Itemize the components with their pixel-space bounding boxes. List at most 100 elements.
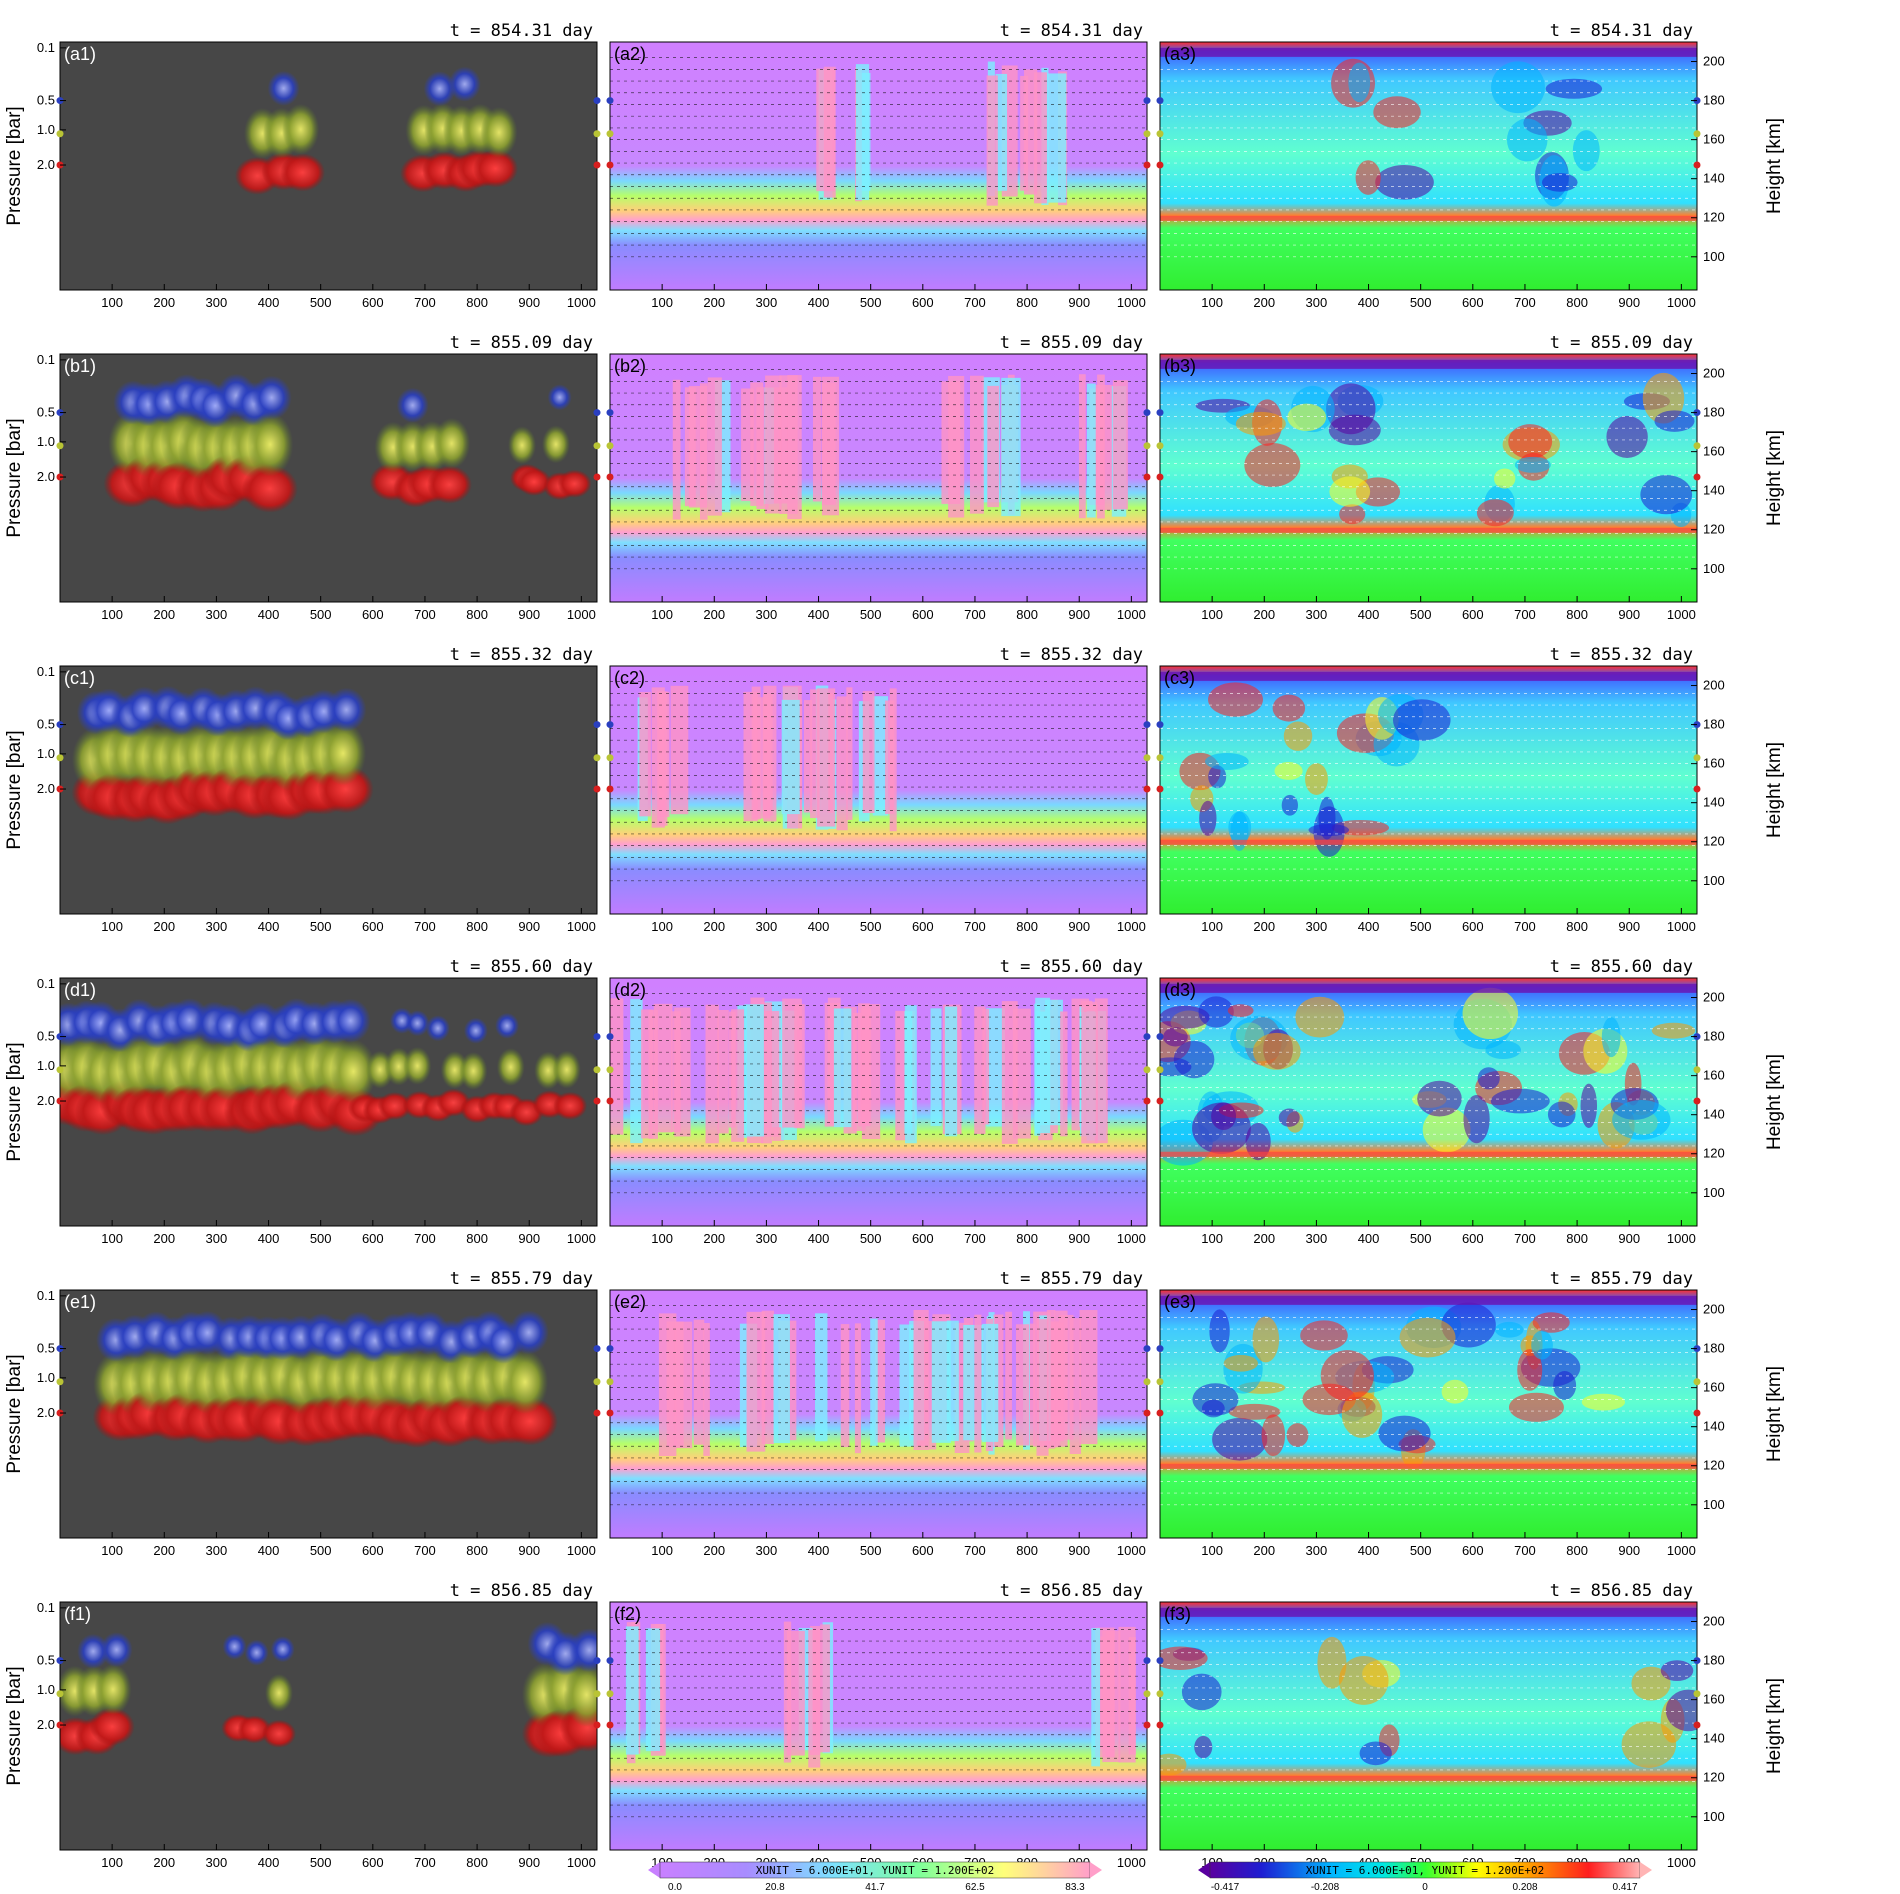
x-tick-label: 600 (362, 607, 384, 622)
cloud-lower (377, 1092, 412, 1121)
x-tick-label: 1000 (1117, 607, 1146, 622)
cloud-lower (241, 464, 298, 513)
anomaly-patch (1227, 1004, 1254, 1017)
level-marker-middle (606, 754, 614, 762)
panel-label: (d1) (64, 980, 96, 1000)
y-tick-label-left: 0.5 (37, 1653, 55, 1668)
inversion-band (1160, 215, 1697, 221)
convective-plume (1078, 374, 1086, 519)
panel-a1: (a1) t = 854.31 day 100 200 300 400 500 600 700 8… (56, 21, 601, 310)
convective-plume (746, 1311, 766, 1452)
x-tick-label: 100 (101, 919, 123, 934)
y-tick-label-right: 160 (1703, 1692, 1725, 1707)
cloud-upper (270, 1636, 295, 1663)
anomaly-patch (1228, 1403, 1281, 1420)
y-tick-label-right: 140 (1703, 483, 1725, 498)
x-tick-label: 700 (1514, 607, 1536, 622)
panel-label: (f1) (64, 1604, 91, 1624)
cloud-lower (557, 469, 592, 498)
level-marker-upper (1156, 97, 1164, 105)
panel-b3: (b3) t = 855.09 day 100 200 300 400 500 600 700 8… (1156, 333, 1701, 622)
anomaly-patch (1341, 1391, 1383, 1438)
inversion-band (1160, 839, 1697, 845)
y-tick-label-right: 100 (1703, 1185, 1725, 1200)
level-marker-lower (1156, 161, 1164, 169)
convective-plume (1128, 1637, 1136, 1755)
anomaly-patch (1245, 1122, 1271, 1161)
level-marker-middle (593, 1066, 601, 1074)
level-marker-middle (56, 754, 64, 762)
level-marker-upper (593, 721, 601, 729)
panel-label: (c3) (1164, 668, 1195, 688)
convective-plume (787, 375, 802, 520)
y-axis-title-right: Height [km] (1764, 118, 1785, 214)
x-tick-label: 400 (258, 607, 280, 622)
colorbar-left: 0.0 20.8 41.7 62.5 83.3 XUNIT = 6.000E+01, YU… (648, 1861, 1102, 1893)
convective-plume (982, 1008, 990, 1125)
panel-label: (b2) (614, 356, 646, 376)
convective-plume (974, 1314, 982, 1453)
x-tick-label: 600 (912, 1543, 934, 1558)
anomaly-patch (1545, 78, 1603, 99)
convective-plume (657, 691, 668, 826)
panel-label: (c1) (64, 668, 95, 688)
panel-body (610, 42, 1147, 290)
colorbar-tick-label: 41.7 (865, 1882, 885, 1893)
cloud-middle (496, 1048, 525, 1087)
inversion-band (1160, 527, 1697, 533)
cloud-lower (89, 1707, 135, 1746)
convective-plume (946, 1320, 959, 1442)
panel-time-title: t = 855.60 day (450, 957, 593, 977)
y-tick-label-right: 160 (1703, 1068, 1725, 1083)
x-tick-label: 300 (206, 1855, 228, 1870)
convective-plume (1016, 1324, 1030, 1446)
y-tick-label-left: 2.0 (37, 469, 55, 484)
y-tick-label-left: 0.5 (37, 93, 55, 108)
convective-plume (1045, 999, 1063, 1126)
y-tick-label-left: 0.5 (37, 1341, 55, 1356)
anomaly-patch (1494, 468, 1516, 489)
convective-plume (1001, 1001, 1018, 1144)
panel-body (610, 1290, 1147, 1538)
cloud-middle (94, 1663, 132, 1715)
panel-label: (c2) (614, 668, 645, 688)
level-marker-upper (593, 409, 601, 417)
y-tick-label-right: 160 (1703, 1380, 1725, 1395)
x-tick-label: 500 (310, 1855, 332, 1870)
level-marker-upper (1143, 97, 1151, 105)
convective-plume (870, 1318, 878, 1446)
convective-plume (1086, 383, 1096, 518)
level-marker-upper (1156, 1345, 1164, 1353)
panel-label: (a1) (64, 44, 96, 64)
anomaly-patch (1208, 682, 1263, 717)
x-tick-label: 300 (756, 1231, 778, 1246)
panel-label: (a2) (614, 44, 646, 64)
x-tick-label: 800 (1016, 1543, 1038, 1558)
level-marker-middle (1693, 1690, 1701, 1698)
anomaly-patch (1532, 1312, 1570, 1333)
level-marker-upper (1156, 721, 1164, 729)
convective-plume (885, 700, 895, 814)
level-marker-middle (593, 130, 601, 138)
top-band (1160, 47, 1697, 57)
convective-plume (794, 1004, 805, 1129)
convective-plume (995, 73, 1008, 191)
convective-plume (846, 687, 853, 820)
anomaly-patch (1631, 1666, 1671, 1701)
anomaly-patch (1665, 1689, 1697, 1732)
x-tick-label: 300 (206, 1231, 228, 1246)
y-tick-label-left: 1.0 (37, 1682, 55, 1697)
x-tick-label: 900 (518, 607, 540, 622)
level-marker-upper (1156, 409, 1164, 417)
x-tick-label: 600 (1462, 1231, 1484, 1246)
cloud-middle (282, 103, 320, 155)
x-tick-label: 900 (518, 295, 540, 310)
panel-time-title: t = 855.32 day (1000, 645, 1143, 665)
x-tick-label: 1000 (1117, 1855, 1146, 1870)
y-tick-label-right: 200 (1703, 1302, 1725, 1317)
x-tick-label: 800 (1566, 1543, 1588, 1558)
convective-plume (610, 998, 624, 1135)
y-axis-title-left: Pressure [bar] (4, 418, 25, 537)
x-tick-label: 300 (756, 607, 778, 622)
anomaly-patch (1283, 721, 1313, 751)
